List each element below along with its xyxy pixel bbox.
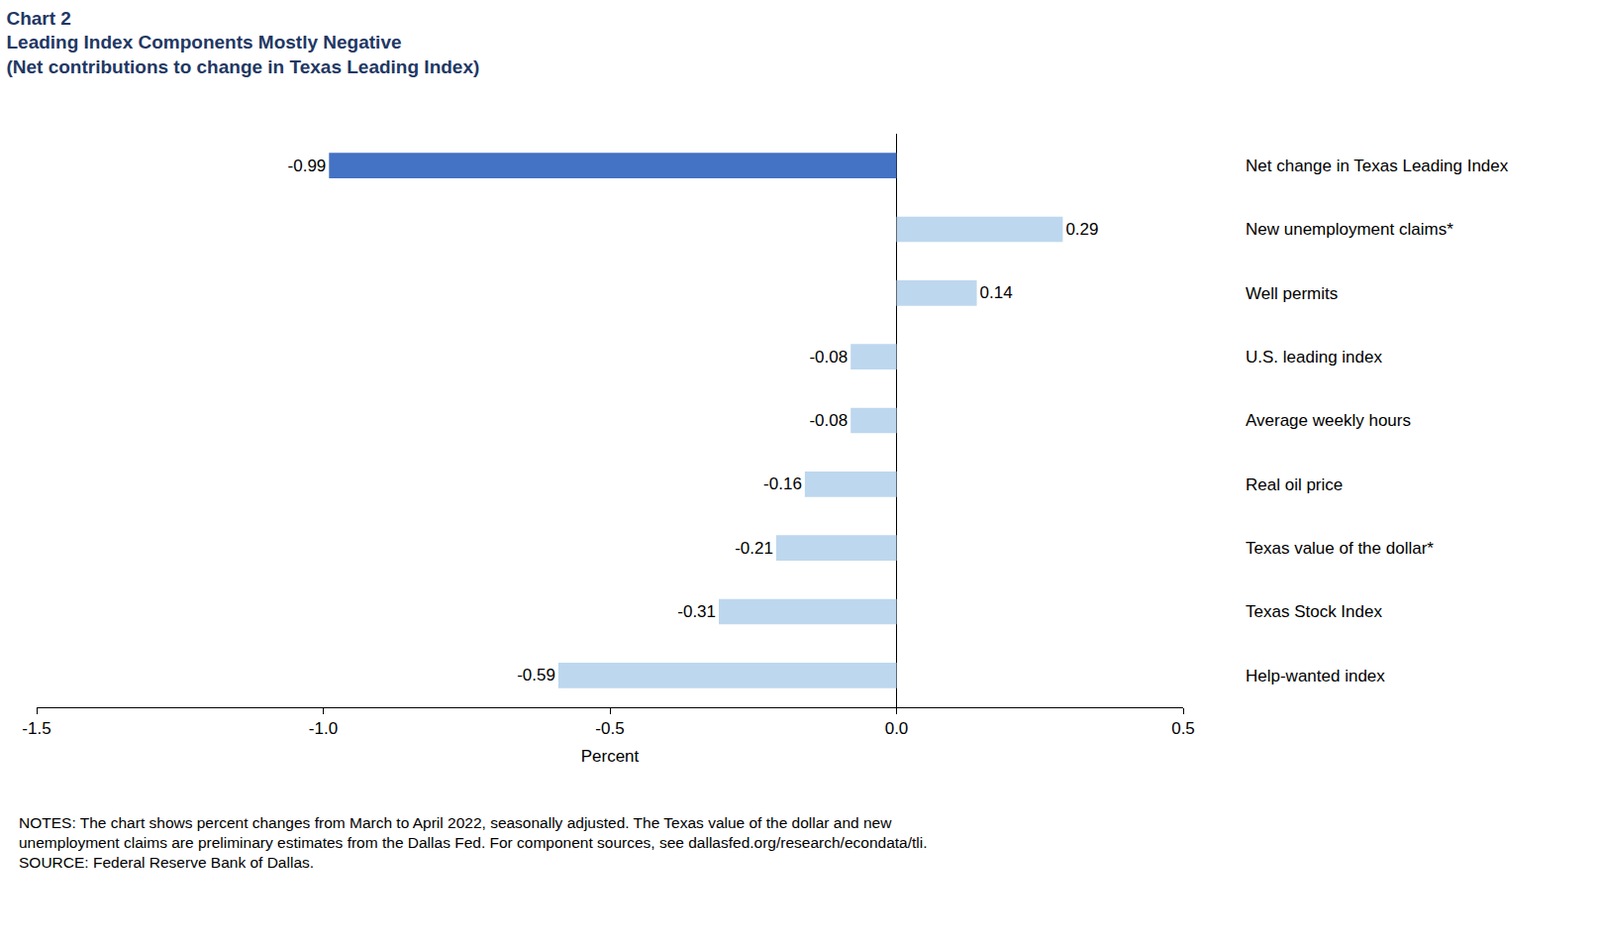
svg-text:NOTES: The chart shows percent: NOTES: The chart shows percent changes f…: [18, 813, 928, 871]
svg-text:New unemployment claims*: New unemployment claims*: [1245, 219, 1454, 239]
svg-text:0.0: 0.0: [885, 718, 909, 738]
svg-text:Average weekly hours: Average weekly hours: [1245, 410, 1411, 430]
svg-text:-0.08: -0.08: [808, 347, 848, 367]
svg-text:Texas Stock Index: Texas Stock Index: [1245, 601, 1383, 621]
svg-text:U.S. leading index: U.S. leading index: [1245, 347, 1383, 367]
svg-text:-0.08: -0.08: [808, 410, 848, 430]
svg-text:-0.31: -0.31: [677, 601, 716, 621]
svg-text:Chart 2Leading Index Component: Chart 2Leading Index Components Mostly N…: [5, 7, 480, 78]
svg-text:Well permits: Well permits: [1245, 284, 1338, 303]
svg-text:Net change in Texas Leading In: Net change in Texas Leading Index: [1245, 156, 1509, 176]
svg-text:Texas value of the dollar*: Texas value of the dollar*: [1245, 538, 1434, 558]
svg-text:-0.99: -0.99: [288, 156, 327, 176]
svg-text:0.14: 0.14: [980, 283, 1013, 302]
svg-text:Percent: Percent: [581, 746, 640, 766]
svg-text:-1.0: -1.0: [308, 718, 338, 738]
svg-text:-0.21: -0.21: [734, 538, 774, 558]
svg-text:-1.5: -1.5: [21, 718, 51, 738]
svg-text:Help-wanted index: Help-wanted index: [1245, 666, 1386, 686]
svg-text:0.5: 0.5: [1171, 718, 1196, 738]
svg-text:Real oil price: Real oil price: [1245, 475, 1343, 495]
svg-text:-0.5: -0.5: [595, 718, 624, 738]
svg-text:-0.59: -0.59: [516, 665, 556, 685]
svg-text:-0.16: -0.16: [763, 474, 802, 494]
svg-text:0.29: 0.29: [1065, 219, 1099, 239]
